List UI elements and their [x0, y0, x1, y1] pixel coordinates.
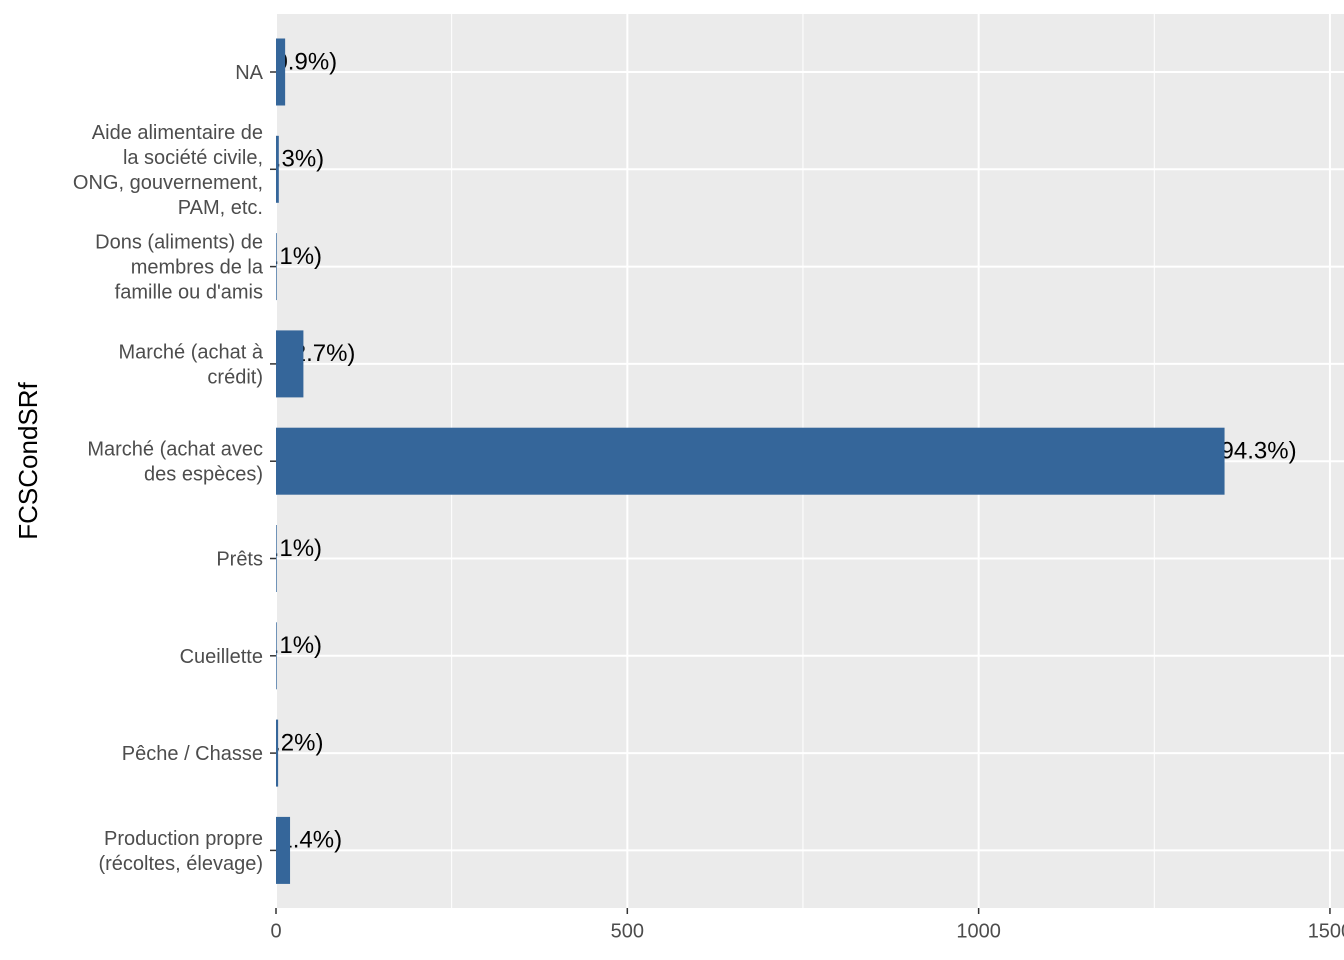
y-tick-label: Production propre (récoltes, élevage)	[98, 828, 263, 875]
bar	[276, 622, 277, 690]
y-tick-label: Prêts	[216, 549, 263, 571]
bar	[276, 427, 1225, 495]
x-tick-label: 0	[270, 920, 281, 942]
x-tick-label: 1500	[1308, 920, 1344, 942]
y-tick-label: Pêche / Chasse	[122, 743, 263, 765]
y-tick-label: NA	[235, 62, 263, 84]
y-tick-label: Marché (achat à crédit)	[118, 342, 263, 389]
x-tick-label: 1000	[956, 920, 1001, 942]
bar	[276, 525, 277, 592]
data-label: 4 (0.3%)	[233, 146, 324, 173]
data-label: 1 (0.1%)	[231, 243, 322, 270]
y-axis-title: FCSCondSRf	[13, 381, 43, 539]
y-tick-label: Dons (aliments) de membres de la famille o…	[95, 232, 264, 304]
bar	[276, 816, 291, 884]
y-tick-label: Aide alimentaire de la société civile, ONG…	[73, 122, 263, 219]
data-label: 3 (0.2%)	[233, 729, 324, 756]
bar	[276, 38, 286, 106]
data-label: 1 (0.1%)	[231, 632, 322, 659]
bar	[276, 233, 277, 301]
x-tick-label: 500	[611, 920, 644, 942]
bar	[276, 330, 304, 398]
y-tick-label: Marché (achat avec des espèces)	[87, 439, 263, 486]
bar	[276, 719, 279, 787]
data-label: 13 (0.9%)	[233, 48, 337, 75]
bar	[276, 135, 279, 203]
data-label: 1 (0.1%)	[231, 535, 322, 562]
y-tick-label: Cueillette	[180, 646, 263, 668]
